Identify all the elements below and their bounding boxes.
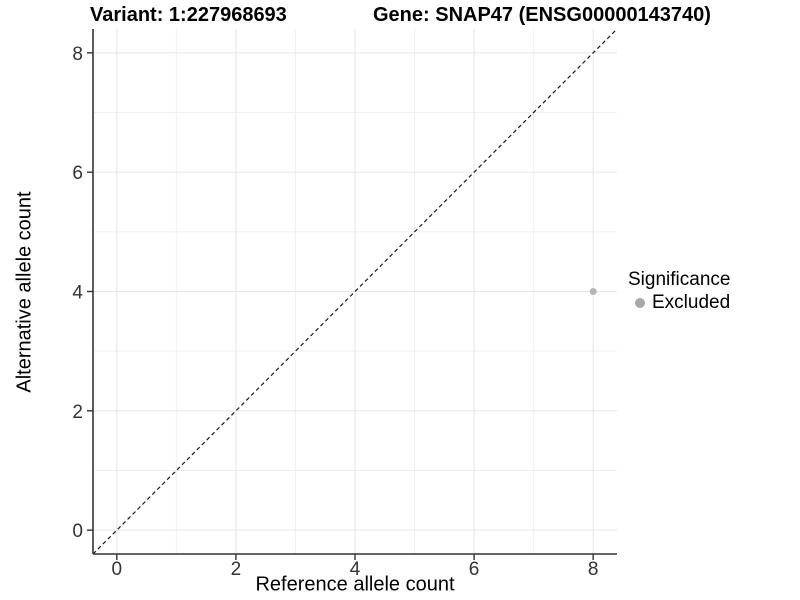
legend: Significance Excluded	[628, 268, 730, 313]
y-tick-label: 2	[72, 402, 83, 423]
x-tick-label: 8	[588, 559, 599, 580]
y-tick-label: 8	[72, 44, 83, 65]
y-tick-label: 4	[72, 283, 83, 304]
plot-title-gene: Gene: SNAP47 (ENSG00000143740)	[373, 4, 711, 26]
y-tick-label: 0	[72, 521, 83, 542]
legend-title: Significance	[628, 269, 731, 290]
x-axis-label: Reference allele count	[255, 573, 455, 596]
x-tick-label: 6	[469, 559, 480, 580]
x-tick-label: 2	[231, 559, 242, 580]
y-axis-label: Alternative allele count	[13, 191, 36, 393]
legend-item-excluded: Excluded	[628, 292, 730, 313]
x-tick-label: 4	[350, 559, 361, 580]
identity-line	[92, 28, 618, 555]
data-point	[589, 288, 597, 295]
x-tick-label: 0	[112, 559, 123, 580]
legend-item-label: Excluded	[652, 292, 731, 313]
y-tick-label: 6	[72, 163, 83, 184]
plot-title-variant: Variant: 1:227968693	[90, 4, 287, 26]
legend-point-icon	[635, 297, 645, 308]
